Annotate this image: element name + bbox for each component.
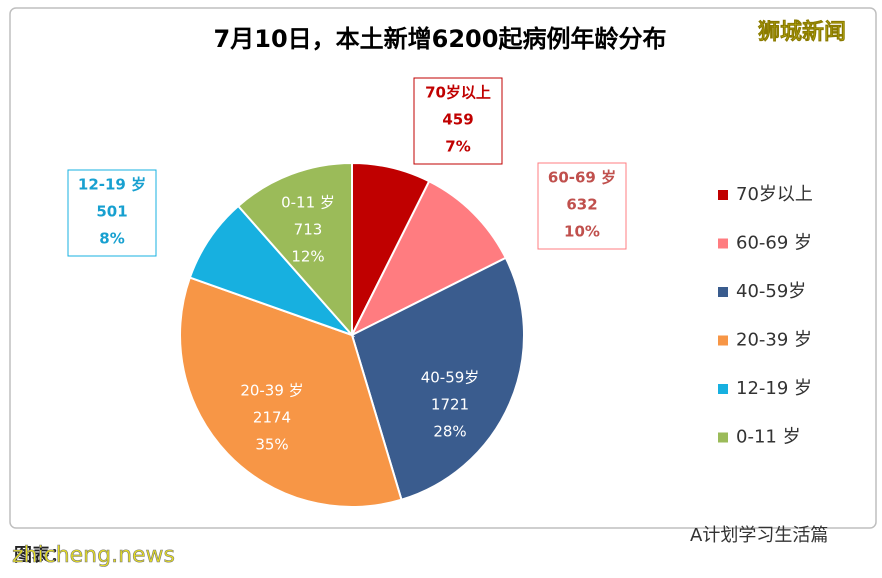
data-label-category: 0-11 岁 bbox=[281, 194, 335, 212]
data-label-category: 70岁以上 bbox=[425, 84, 491, 102]
label-box bbox=[413, 77, 503, 165]
data-label-value: 632 bbox=[566, 196, 597, 214]
data-label-value: 2174 bbox=[253, 409, 291, 427]
legend-swatch bbox=[718, 384, 728, 394]
source: 图表： bbox=[14, 544, 68, 566]
data-label-category: 12-19 岁 bbox=[78, 176, 146, 194]
data-label-value: 713 bbox=[294, 221, 323, 239]
label-box bbox=[67, 169, 157, 257]
data-label-category: 60-69 岁 bbox=[548, 169, 616, 187]
data-label-percent: 12% bbox=[291, 248, 324, 266]
data-label-percent: 35% bbox=[255, 436, 288, 454]
legend-swatch bbox=[718, 238, 728, 249]
legend-label: 0-11 岁 bbox=[736, 427, 801, 448]
data-label-percent: 7% bbox=[445, 138, 470, 156]
legend-swatch bbox=[718, 335, 728, 346]
data-label-value: 501 bbox=[96, 203, 127, 221]
legend-swatch bbox=[718, 287, 728, 297]
data-label-value: 459 bbox=[442, 111, 473, 129]
pie-slice bbox=[179, 276, 403, 508]
legend-label: 70岁以上 bbox=[736, 184, 813, 205]
pie-slice bbox=[350, 256, 525, 501]
site-watermark: zhicheng.news bbox=[12, 543, 175, 568]
data-label-percent: 8% bbox=[99, 230, 124, 248]
data-label-category: 20-39 岁 bbox=[240, 382, 303, 400]
legend-swatch bbox=[718, 190, 728, 200]
data-label-value: 1721 bbox=[431, 396, 469, 414]
legend-swatch bbox=[718, 432, 728, 443]
watermark: 狮城新闻 bbox=[758, 19, 846, 45]
legend-label: 12-19 岁 bbox=[736, 378, 812, 399]
pie-slice bbox=[349, 179, 508, 338]
chart-title: 7月10日，本土新增6200起病例年龄分布 bbox=[214, 25, 667, 53]
legend-label: 40-59岁 bbox=[736, 281, 806, 302]
data-label-percent: 28% bbox=[433, 423, 466, 441]
data-label-category: 40-59岁 bbox=[421, 369, 480, 387]
account: A计划学习生活篇 bbox=[690, 525, 828, 546]
legend-label: 20-39 岁 bbox=[736, 330, 812, 351]
pie-slice bbox=[236, 161, 353, 338]
legend-label: 60-69 岁 bbox=[736, 233, 812, 254]
watermark-bg bbox=[730, 14, 870, 50]
label-box bbox=[537, 162, 627, 250]
data-label-percent: 10% bbox=[564, 223, 600, 241]
